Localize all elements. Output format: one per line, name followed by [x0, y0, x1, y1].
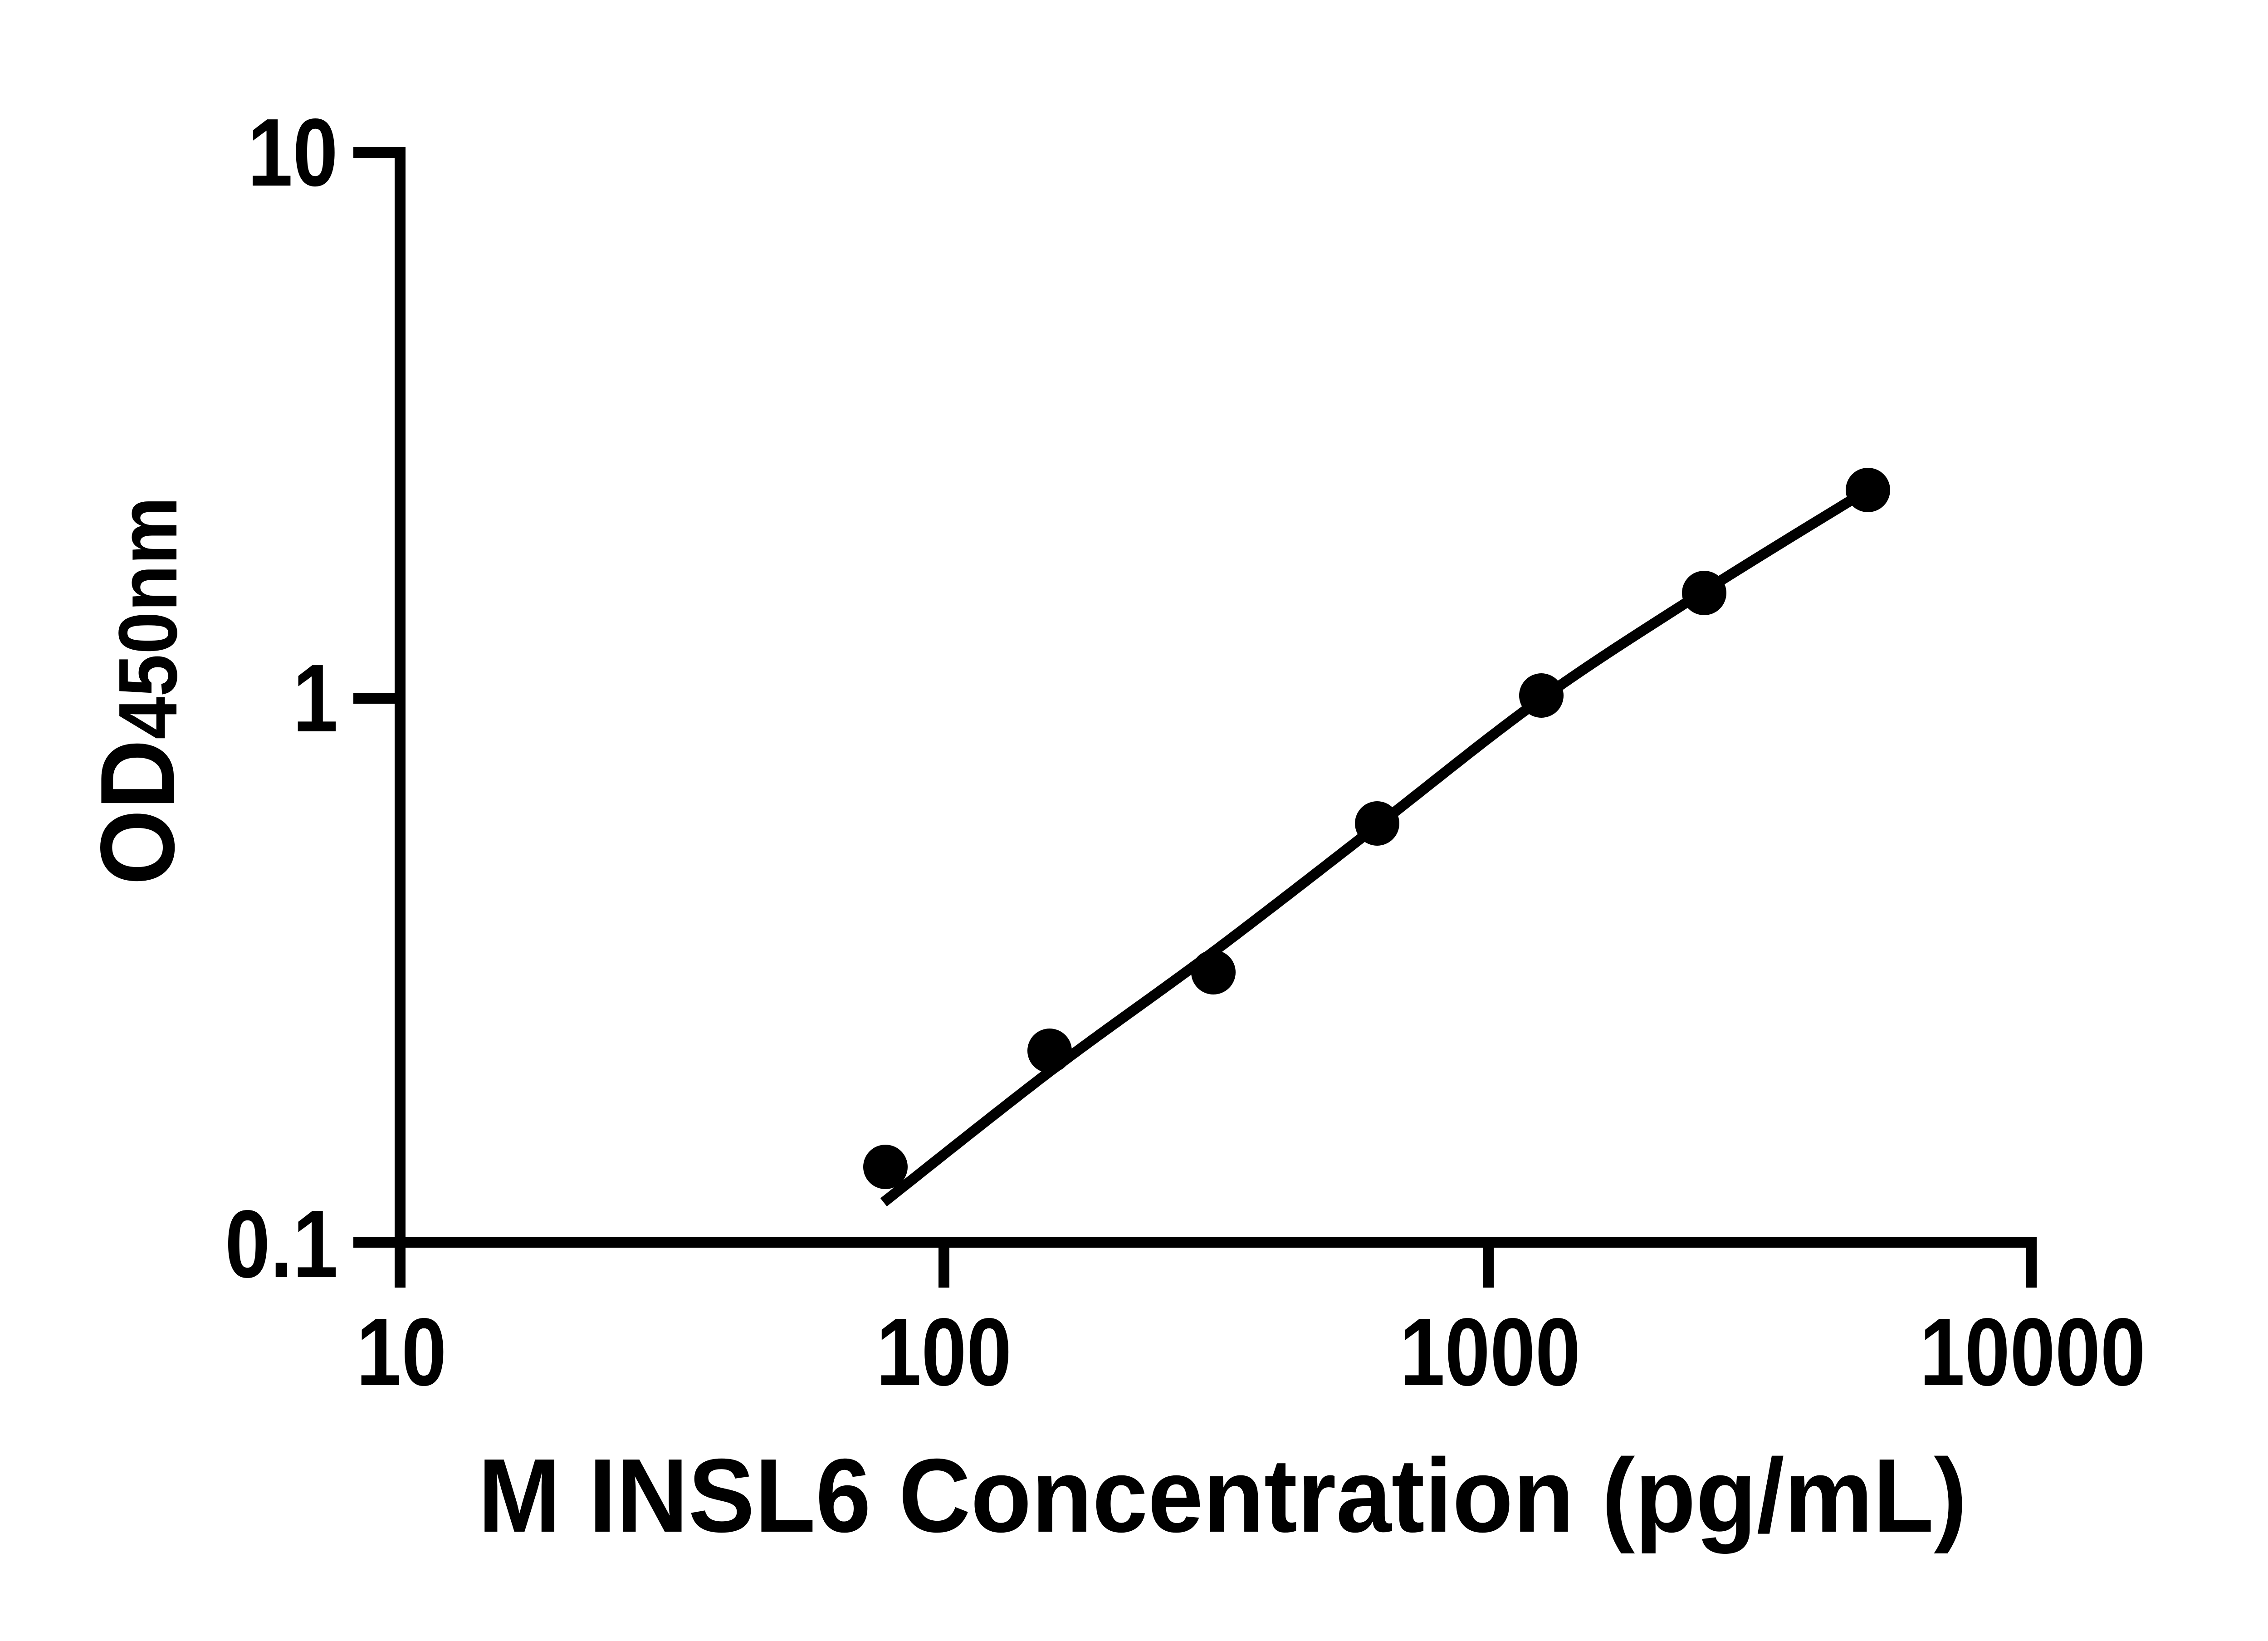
svg-text:100: 100 — [876, 1298, 1012, 1406]
svg-text:1: 1 — [293, 644, 338, 752]
svg-text:10: 10 — [356, 1298, 446, 1406]
svg-text:0.1: 0.1 — [225, 1190, 338, 1298]
svg-text:1000: 1000 — [1400, 1298, 1581, 1406]
svg-text:10000: 10000 — [1920, 1298, 2146, 1406]
svg-text:10: 10 — [248, 98, 338, 206]
svg-text:M INSL6 Concentration (pg/mL): M INSL6 Concentration (pg/mL) — [478, 1437, 1967, 1554]
